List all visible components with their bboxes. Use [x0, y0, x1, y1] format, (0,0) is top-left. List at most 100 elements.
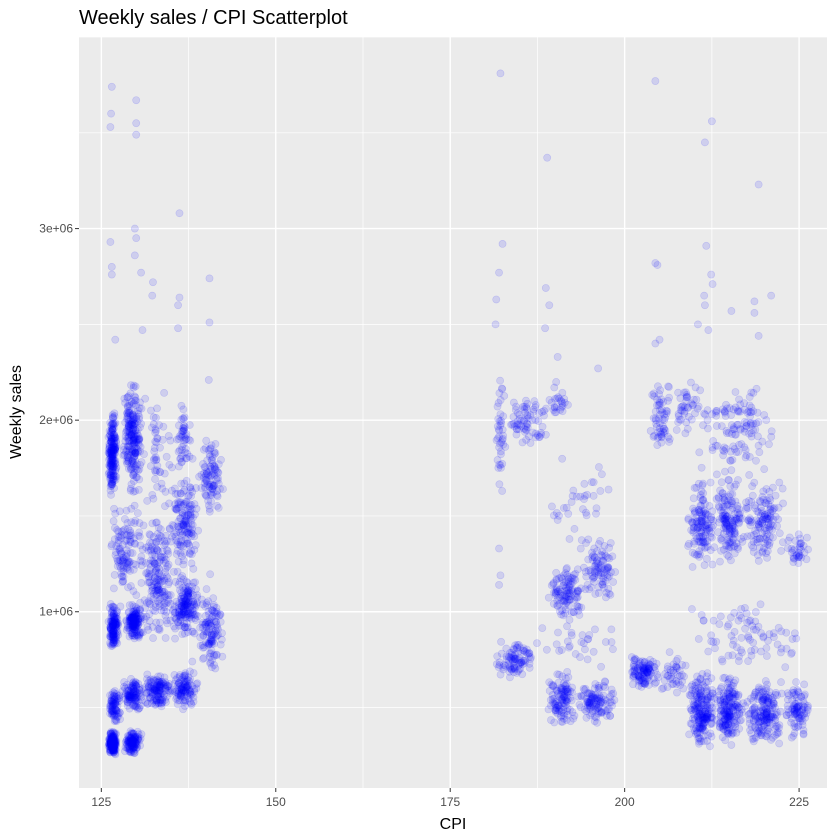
data-point: [129, 682, 138, 691]
data-point: [189, 564, 198, 573]
data-point: [781, 663, 790, 672]
data-point: [706, 478, 715, 487]
data-point: [109, 698, 118, 707]
data-point: [214, 503, 223, 512]
data-point: [107, 743, 116, 752]
data-point: [171, 634, 179, 643]
data-point: [109, 741, 118, 749]
data-point: [787, 714, 796, 723]
data-point: [115, 507, 124, 516]
data-point: [141, 394, 150, 403]
data-point: [107, 734, 116, 743]
data-point: [183, 449, 192, 458]
y-tick-label: 3e+06: [39, 222, 73, 236]
data-point: [754, 418, 763, 427]
data-point: [107, 740, 115, 749]
data-point: [112, 737, 120, 746]
data-point: [794, 530, 803, 539]
data-point: [156, 555, 165, 564]
data-point: [111, 741, 119, 750]
data-point: [708, 560, 717, 569]
data-point: [112, 729, 120, 738]
data-point: [748, 622, 757, 630]
data-point: [126, 734, 135, 742]
data-point: [560, 395, 569, 403]
data-point: [665, 648, 674, 657]
data-point: [558, 407, 567, 416]
data-point: [784, 544, 792, 553]
data-point: [704, 519, 712, 528]
data-point: [145, 578, 154, 587]
data-point: [497, 419, 506, 428]
data-point: [112, 709, 121, 718]
data-point: [663, 662, 672, 671]
data-point: [110, 744, 119, 753]
data-point: [173, 693, 181, 701]
data-point: [111, 737, 120, 746]
data-point: [109, 740, 118, 749]
data-point: [762, 485, 771, 493]
data-point: [108, 739, 117, 748]
data-point: [750, 478, 759, 487]
data-point: [756, 600, 765, 609]
data-point: [693, 729, 702, 737]
data-point: [644, 676, 653, 685]
data-point: [601, 552, 610, 561]
data-point: [112, 706, 121, 715]
data-point: [727, 466, 736, 475]
data-point: [579, 563, 588, 572]
data-point: [122, 736, 131, 745]
data-point: [745, 471, 754, 479]
data-point: [130, 749, 139, 758]
x-axis-title: CPI: [440, 816, 467, 833]
data-point: [711, 644, 719, 653]
data-point: [496, 571, 505, 580]
data-point: [110, 737, 118, 746]
data-point: [106, 740, 115, 748]
data-point: [777, 627, 786, 636]
data-point: [727, 556, 735, 565]
data-point: [204, 446, 213, 454]
data-point: [108, 736, 117, 745]
data-point: [108, 623, 117, 631]
data-point: [502, 644, 511, 653]
data-point: [755, 683, 763, 692]
data-point: [723, 622, 732, 631]
data-point: [727, 741, 736, 749]
data-point: [175, 293, 184, 302]
data-point: [127, 748, 136, 757]
data-point: [127, 695, 136, 704]
data-point: [540, 411, 548, 420]
data-point: [597, 470, 606, 479]
data-point: [111, 638, 120, 647]
data-point: [552, 640, 561, 649]
data-point: [127, 518, 136, 527]
data-point: [184, 673, 193, 682]
data-point: [108, 739, 117, 748]
data-point: [655, 335, 664, 344]
data-point: [109, 746, 118, 755]
data-point: [135, 736, 144, 745]
data-point: [716, 684, 725, 693]
data-point: [109, 743, 118, 752]
data-point: [188, 657, 197, 666]
data-point: [672, 426, 681, 434]
data-point: [161, 567, 170, 576]
data-point: [108, 744, 117, 753]
data-point: [583, 580, 592, 589]
data-point: [109, 742, 118, 750]
data-point: [498, 487, 507, 495]
data-point: [707, 732, 716, 741]
data-point: [126, 549, 135, 557]
data-point: [109, 699, 118, 708]
data-point: [697, 543, 706, 552]
data-point: [108, 465, 117, 474]
data-point: [108, 732, 117, 741]
data-point: [109, 458, 118, 467]
data-point: [107, 702, 116, 710]
data-point: [123, 744, 131, 752]
data-point: [154, 672, 162, 681]
data-point: [108, 743, 117, 752]
data-point: [109, 517, 118, 526]
data-point: [199, 654, 208, 662]
